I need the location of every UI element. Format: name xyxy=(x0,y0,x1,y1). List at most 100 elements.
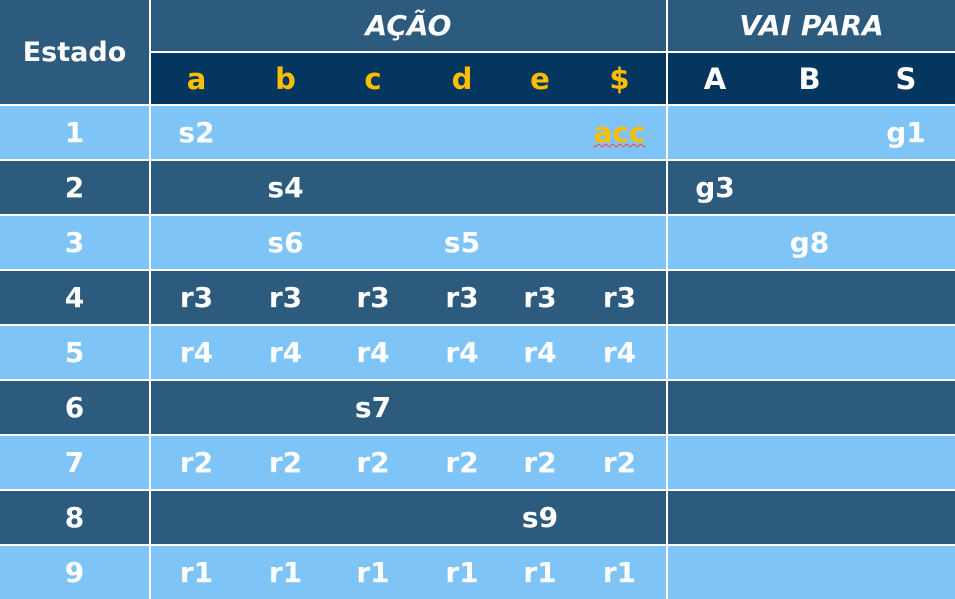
goto-cell xyxy=(666,379,762,435)
goto-column-header: A xyxy=(666,51,762,105)
goto-cell xyxy=(666,104,762,160)
action-cell: r3 xyxy=(573,269,667,325)
action-cell xyxy=(242,104,329,160)
action-column-header: e xyxy=(507,51,573,105)
action-cell: r2 xyxy=(573,434,667,490)
action-cell xyxy=(507,104,573,160)
action-cell xyxy=(329,489,417,545)
goto-cell xyxy=(762,104,857,160)
goto-cell xyxy=(762,489,857,545)
action-cell xyxy=(329,159,417,215)
goto-cell xyxy=(666,544,762,599)
action-cell xyxy=(507,379,573,435)
goto-cell: g8 xyxy=(762,214,857,270)
action-cell: r1 xyxy=(242,544,329,599)
goto-column-header: B xyxy=(762,51,857,105)
goto-cell: g3 xyxy=(666,159,762,215)
action-cell: r2 xyxy=(507,434,573,490)
goto-group-header: VAI PARA xyxy=(666,0,955,52)
action-column-header: a xyxy=(149,51,242,105)
goto-cell xyxy=(857,159,955,215)
action-cell xyxy=(242,379,329,435)
action-cell: r2 xyxy=(242,434,329,490)
action-cell: r1 xyxy=(573,544,667,599)
goto-cell xyxy=(762,324,857,380)
goto-cell xyxy=(762,159,857,215)
action-cell xyxy=(417,104,507,160)
action-cell xyxy=(149,159,242,215)
action-cell xyxy=(149,489,242,545)
state-column-header: Estado xyxy=(0,0,150,105)
goto-cell xyxy=(857,214,955,270)
goto-cell xyxy=(857,489,955,545)
goto-cell xyxy=(857,379,955,435)
action-cell: s7 xyxy=(329,379,417,435)
goto-cell xyxy=(857,324,955,380)
action-cell: r1 xyxy=(507,544,573,599)
action-cell: r2 xyxy=(149,434,242,490)
state-cell: 1 xyxy=(0,104,150,160)
table-row: 7 r2 r2 r2 r2 r2 r2 xyxy=(0,434,955,490)
action-cell: r4 xyxy=(417,324,507,380)
action-cell xyxy=(329,104,417,160)
goto-cell xyxy=(666,489,762,545)
action-cell: r1 xyxy=(329,544,417,599)
goto-cell xyxy=(666,434,762,490)
state-cell: 3 xyxy=(0,214,150,270)
goto-column-header: S xyxy=(857,51,955,105)
action-column-header: c xyxy=(329,51,417,105)
table-row: 2 s4 g3 xyxy=(0,159,955,215)
table-row: 3 s6 s5 g8 xyxy=(0,214,955,270)
action-cell: s9 xyxy=(507,489,573,545)
accept-marker: acc xyxy=(593,116,646,149)
action-cell xyxy=(149,379,242,435)
action-cell xyxy=(417,379,507,435)
action-cell: r3 xyxy=(242,269,329,325)
action-column-header: d xyxy=(417,51,507,105)
action-cell: r3 xyxy=(417,269,507,325)
table-row: 9 r1 r1 r1 r1 r1 r1 xyxy=(0,544,955,599)
table-row: 6 s7 xyxy=(0,379,955,435)
action-cell: r2 xyxy=(329,434,417,490)
table-row: 1 s2 acc g1 xyxy=(0,104,955,160)
state-cell: 4 xyxy=(0,269,150,325)
action-cell: r3 xyxy=(149,269,242,325)
action-group-header: AÇÃO xyxy=(149,0,667,52)
action-cell xyxy=(573,159,667,215)
action-cell: r4 xyxy=(329,324,417,380)
action-cell: r2 xyxy=(417,434,507,490)
goto-cell xyxy=(857,269,955,325)
action-cell: s2 xyxy=(149,104,242,160)
goto-cell xyxy=(666,214,762,270)
action-cell: r1 xyxy=(149,544,242,599)
state-cell: 9 xyxy=(0,544,150,599)
goto-cell xyxy=(857,544,955,599)
action-cell: r3 xyxy=(329,269,417,325)
action-cell xyxy=(573,379,667,435)
action-cell: r4 xyxy=(242,324,329,380)
goto-cell: g1 xyxy=(857,104,955,160)
column-header-row: a b c d e $ A B S xyxy=(0,51,955,105)
table-row: 8 s9 xyxy=(0,489,955,545)
action-cell: r4 xyxy=(149,324,242,380)
table-header: Estado AÇÃO VAI PARA a b c d e $ A B S xyxy=(0,0,955,105)
state-cell: 7 xyxy=(0,434,150,490)
action-column-header: b xyxy=(242,51,329,105)
goto-cell xyxy=(666,324,762,380)
action-cell xyxy=(507,214,573,270)
state-cell: 2 xyxy=(0,159,150,215)
action-cell xyxy=(573,214,667,270)
state-cell: 5 xyxy=(0,324,150,380)
action-cell xyxy=(507,159,573,215)
state-cell: 6 xyxy=(0,379,150,435)
goto-cell xyxy=(762,269,857,325)
action-cell: r3 xyxy=(507,269,573,325)
table-body: 1 s2 acc g1 2 s4 g3 3 s6 s5 g8 4 r3 r3 r3 r3 r3 r3 5 r4 r4 r4… xyxy=(0,104,955,599)
action-cell: acc xyxy=(573,104,667,160)
action-cell: r1 xyxy=(417,544,507,599)
action-cell xyxy=(573,489,667,545)
goto-cell xyxy=(857,434,955,490)
action-cell: r4 xyxy=(573,324,667,380)
action-cell: s5 xyxy=(417,214,507,270)
